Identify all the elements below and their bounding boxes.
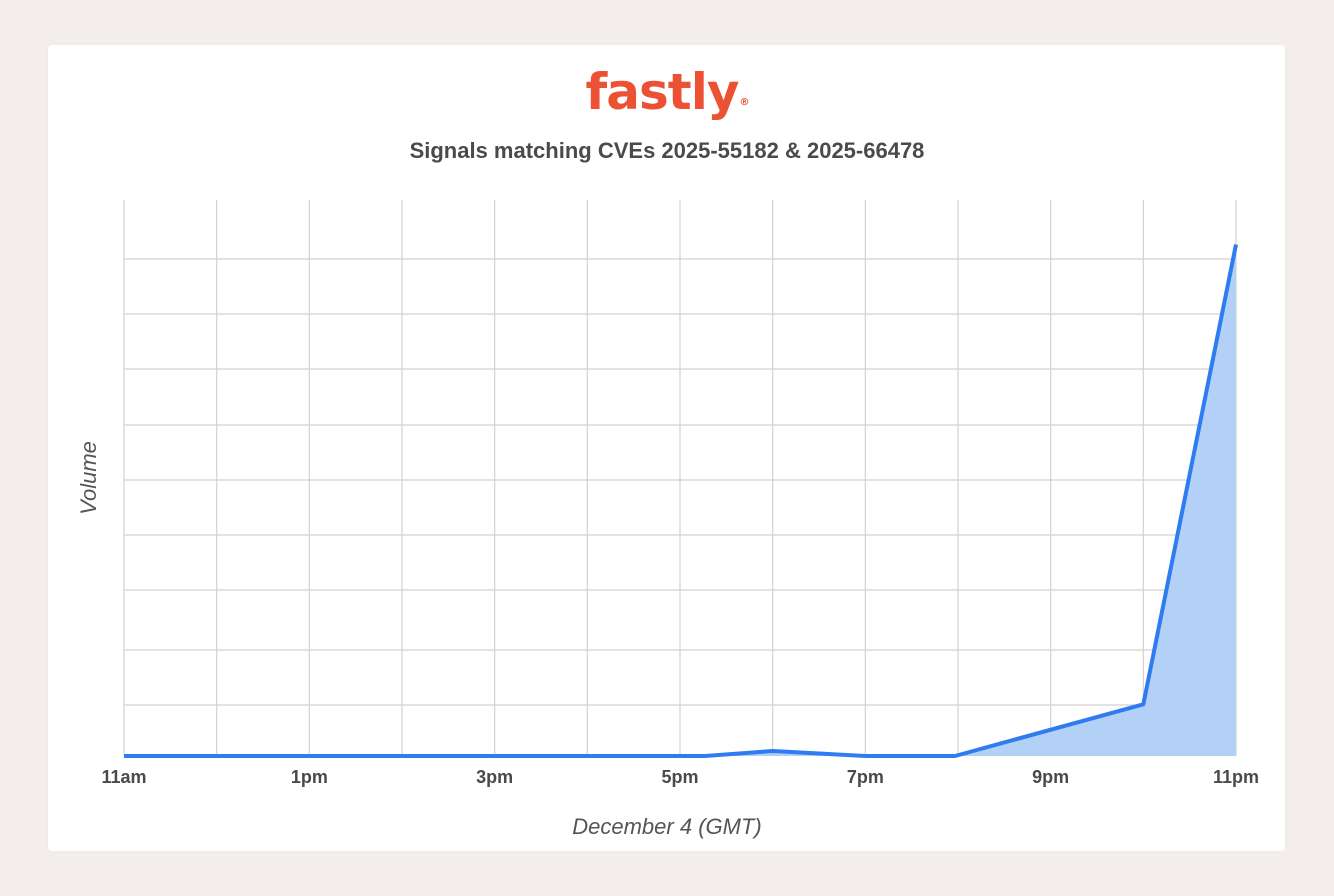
fastly-logo: fastly® bbox=[0, 62, 1334, 137]
chart-title: Signals matching CVEs 2025-55182 & 2025-… bbox=[409, 138, 925, 163]
x-tick-label: 11am bbox=[101, 767, 146, 787]
y-axis-label: Volume bbox=[76, 441, 101, 515]
x-tick-label: 9pm bbox=[1032, 767, 1069, 787]
x-tick-label: 11pm bbox=[1213, 767, 1259, 787]
x-tick-label: 3pm bbox=[476, 767, 513, 787]
x-axis-label: December 4 (GMT) bbox=[572, 814, 761, 839]
x-tick-label: 5pm bbox=[661, 767, 698, 787]
series-line bbox=[124, 244, 1238, 758]
x-tick-label: 1pm bbox=[291, 767, 328, 787]
x-axis-ticks: 11am 1pm 3pm 5pm 7pm 9pm 11pm bbox=[101, 767, 1259, 787]
chart-card bbox=[48, 45, 1285, 851]
grid-lines bbox=[123, 200, 1237, 756]
x-tick-label: 7pm bbox=[847, 767, 884, 787]
logo-text: fastly bbox=[585, 63, 740, 121]
registered-mark: ® bbox=[739, 97, 749, 108]
